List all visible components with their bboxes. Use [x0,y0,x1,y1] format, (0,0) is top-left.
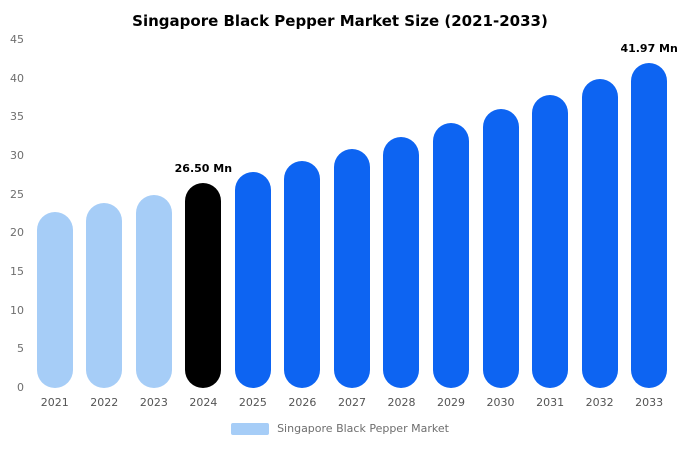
y-tick-label: 40 [10,71,24,85]
bar-column-2028: 2028 [377,40,427,409]
bar-column-2024: 2024 26.50 Mn [175,40,232,409]
x-tick-label: 2024 [189,396,218,409]
x-tick-label: 2028 [387,396,416,409]
bar-2029 [433,123,470,388]
bar-2021 [36,212,73,388]
x-tick-label: 2025 [238,396,267,409]
y-tick-label: 15 [10,265,24,278]
bar-column-2027: 2027 [327,40,377,409]
y-tick-label: 5 [17,342,24,356]
x-tick-label: 2030 [486,396,515,409]
y-tick-label: 0 [17,381,24,394]
bar-2023 [135,194,172,388]
x-tick-label: 2029 [437,396,466,409]
x-tick-label: 2033 [635,396,664,409]
x-tick-label: 2026 [288,396,317,409]
x-tick-label: 2032 [585,396,614,409]
bar-2026 [284,160,321,388]
y-tick-label: 45 [10,33,24,46]
bar-2031 [532,94,569,388]
bar-2022 [86,203,123,388]
bar-2033 [631,63,668,388]
bar-column-2022: 2022 [80,40,130,409]
bar-2032 [581,79,618,388]
plot-row: 0 5 10 15 20 25 30 35 40 45 2021 2022 2023 2024 26.50… [4,34,678,410]
bar-value-label: 26.50 Mn [174,162,233,176]
y-tick-label: 10 [10,303,24,317]
bar-column-2021: 2021 [30,40,80,409]
bar-2025 [234,172,271,388]
bar-column-2026: 2026 [278,40,328,409]
bar-column-2030: 2030 [476,40,526,409]
y-tick-label: 25 [10,187,24,201]
bar-column-2033: 2033 41.97 Mn [620,40,677,409]
bar-column-2031: 2031 [525,40,575,409]
black-pepper-market-chart: Singapore Black Pepper Market Size (2021… [0,12,680,462]
bar-2030 [482,109,519,388]
y-axis: 0 5 10 15 20 25 30 35 40 45 [4,34,30,394]
bar-value-label: 41.97 Mn [620,42,678,56]
x-tick-label: 2027 [337,396,366,409]
x-tick-label: 2022 [90,396,119,409]
x-tick-label: 2021 [40,396,69,409]
plot-area: 2021 2022 2023 2024 26.50 Mn 2025 2026 2027 2028… [30,40,678,409]
x-tick-label: 2031 [536,396,565,409]
bar-column-2029: 2029 [426,40,476,409]
bar-column-2032: 2032 [575,40,625,409]
y-tick-label: 35 [10,110,24,124]
bar-2027 [333,149,370,388]
chart-title: Singapore Black Pepper Market Size (2021… [132,12,548,30]
bar-column-2023: 2023 [129,40,179,409]
bar-column-2025: 2025 [228,40,278,409]
y-tick-label: 20 [10,226,24,240]
x-tick-label: 2023 [139,396,168,409]
legend-label: Singapore Black Pepper Market [277,422,449,435]
y-tick-label: 30 [10,149,24,162]
legend-swatch [231,422,270,435]
bar-2028 [383,136,420,388]
bar-2024 [185,183,222,388]
legend: Singapore Black Pepper Market [0,422,680,435]
